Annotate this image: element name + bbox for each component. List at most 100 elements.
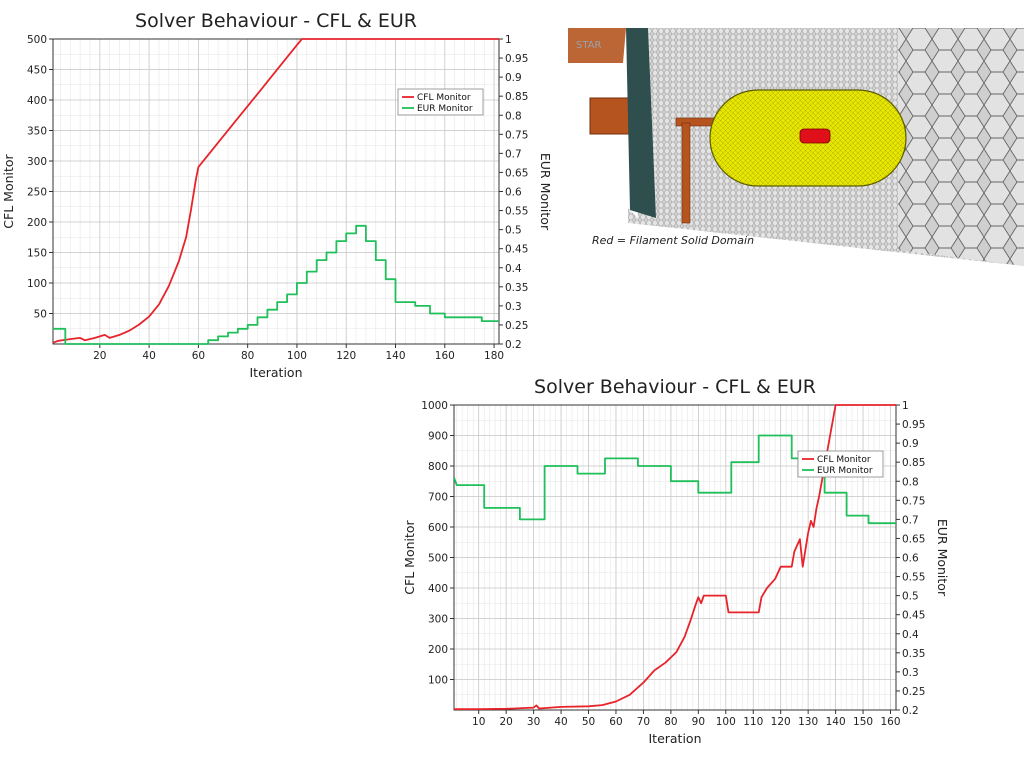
mesh-render: STAR xyxy=(568,28,1024,278)
y2-tick-label: 0.6 xyxy=(505,187,522,199)
x-tick-label: 120 xyxy=(336,350,356,362)
y-tick-label: 500 xyxy=(428,553,448,565)
y2-tick-label: 0.25 xyxy=(505,320,528,332)
y2-tick-label: 0.7 xyxy=(505,148,522,160)
y2-tick-label: 0.3 xyxy=(505,301,522,313)
x-tick-label: 80 xyxy=(664,716,677,728)
x-tick-label: 40 xyxy=(142,350,155,362)
x-tick-label: 160 xyxy=(880,716,900,728)
y2-tick-label: 0.85 xyxy=(902,457,925,469)
series-line-cfl-monitor xyxy=(53,38,499,344)
y2-tick-label: 0.75 xyxy=(902,495,925,507)
x-tick-label: 150 xyxy=(853,716,873,728)
y2-axis-label: EUR Monitor xyxy=(935,519,950,597)
x-tick-label: 140 xyxy=(826,716,846,728)
x-tick-label: 160 xyxy=(435,350,455,362)
y2-tick-label: 0.55 xyxy=(902,572,925,584)
chart-title: Solver Behaviour - CFL & EUR xyxy=(135,10,417,32)
y2-tick-label: 0.75 xyxy=(505,129,528,141)
chart-bottom-right: Solver Behaviour - CFL & EUR 10 20 30 40 50 60… xyxy=(395,368,1024,753)
x-tick-label: 100 xyxy=(716,716,736,728)
y2-tick-label: 0.85 xyxy=(505,91,528,103)
x-tick-label: 10 xyxy=(472,716,485,728)
y2-axis-label: EUR Monitor xyxy=(538,153,553,231)
x-tick-label: 80 xyxy=(241,350,254,362)
y-tick-label: 200 xyxy=(27,217,47,229)
x-axis-label: Iteration xyxy=(648,731,701,746)
y-tick-label: 200 xyxy=(428,644,448,656)
y2-tick-label: 0.7 xyxy=(902,514,919,526)
logo-text: STAR xyxy=(576,40,602,51)
y2-tick-label: 0.2 xyxy=(902,705,919,717)
chart-title: Solver Behaviour - CFL & EUR xyxy=(534,376,816,398)
x-tick-label: 180 xyxy=(484,350,504,362)
y-tick-label: 500 xyxy=(27,34,47,46)
y2-tick-label: 0.55 xyxy=(505,206,528,218)
chart-svg: Solver Behaviour - CFL & EUR 20 40 60 80 100 1… xyxy=(1,10,553,380)
grid xyxy=(454,404,897,711)
y-tick-label: 700 xyxy=(428,492,448,504)
y2-tick-label: 0.95 xyxy=(902,419,925,431)
chart-svg: Solver Behaviour - CFL & EUR 10 20 30 40 50 60… xyxy=(402,376,950,746)
y-tick-label: 300 xyxy=(428,614,448,626)
x-tick-label: 60 xyxy=(609,716,622,728)
y2-tick-label: 0.9 xyxy=(505,72,522,84)
x-tick-label: 100 xyxy=(287,350,307,362)
y-tick-label: 50 xyxy=(34,309,47,321)
x-tick-label: 140 xyxy=(385,350,405,362)
x-tick-label: 60 xyxy=(192,350,205,362)
x-axis-label: Iteration xyxy=(249,365,302,380)
y-axis-label: CFL Monitor xyxy=(1,153,16,228)
legend-label: CFL Monitor xyxy=(417,93,471,103)
legend-box xyxy=(397,88,484,116)
x-tick-label: 120 xyxy=(771,716,791,728)
y2-tick-label: 0.5 xyxy=(505,225,522,237)
y2-tick-label: 1 xyxy=(505,34,512,46)
legend-label: CFL Monitor xyxy=(817,455,871,465)
y2-tick-label: 0.95 xyxy=(505,53,528,65)
y-axis-label: CFL Monitor xyxy=(402,519,417,594)
series-group xyxy=(454,404,896,710)
y2-tick-label: 0.5 xyxy=(902,591,919,603)
legend-box xyxy=(797,450,884,478)
y2-tick-label: 0.3 xyxy=(902,667,919,679)
y2-tick-label: 0.9 xyxy=(902,438,919,450)
y2-tick-label: 0.25 xyxy=(902,686,925,698)
series-line-eur-monitor xyxy=(454,434,896,525)
y2-tick-label: 0.8 xyxy=(902,476,919,488)
y2-tick-label: 0.4 xyxy=(505,263,522,275)
y2-tick-label: 0.6 xyxy=(902,553,919,565)
y2-tick-label: 0.2 xyxy=(505,339,522,351)
y2-tick-label: 0.35 xyxy=(902,648,925,660)
y2-tick-label: 0.45 xyxy=(902,610,925,622)
y2-tick-label: 0.8 xyxy=(505,110,522,122)
x-tick-label: 40 xyxy=(554,716,567,728)
series-line-cfl-monitor xyxy=(454,404,896,710)
cfd-mesh-image: STAR Red = Filament Solid Domain xyxy=(568,28,1024,278)
y-tick-label: 350 xyxy=(27,126,47,138)
x-tick-label: 70 xyxy=(637,716,650,728)
cfd-caption: Red = Filament Solid Domain xyxy=(592,234,755,247)
y-tick-label: 400 xyxy=(428,583,448,595)
y-tick-label: 800 xyxy=(428,461,448,473)
y-tick-label: 100 xyxy=(27,278,47,290)
y-tick-label: 250 xyxy=(27,187,47,199)
y-tick-label: 450 xyxy=(27,65,47,77)
grid xyxy=(53,38,499,345)
y2-tick-label: 0.45 xyxy=(505,244,528,256)
y2-tick-label: 1 xyxy=(902,400,909,412)
legend-label: EUR Monitor xyxy=(817,466,873,476)
y-tick-label: 400 xyxy=(27,95,47,107)
x-tick-label: 20 xyxy=(93,350,106,362)
y-tick-label: 1000 xyxy=(421,400,448,412)
y-tick-label: 100 xyxy=(428,675,448,687)
chart-top-left: Solver Behaviour - CFL & EUR 20 40 60 80 100 1… xyxy=(0,0,560,385)
x-tick-label: 130 xyxy=(798,716,818,728)
y2-tick-label: 0.4 xyxy=(902,629,919,641)
legend-label: EUR Monitor xyxy=(417,104,473,114)
y2-tick-label: 0.65 xyxy=(505,167,528,179)
x-tick-label: 50 xyxy=(582,716,595,728)
x-tick-label: 110 xyxy=(743,716,763,728)
